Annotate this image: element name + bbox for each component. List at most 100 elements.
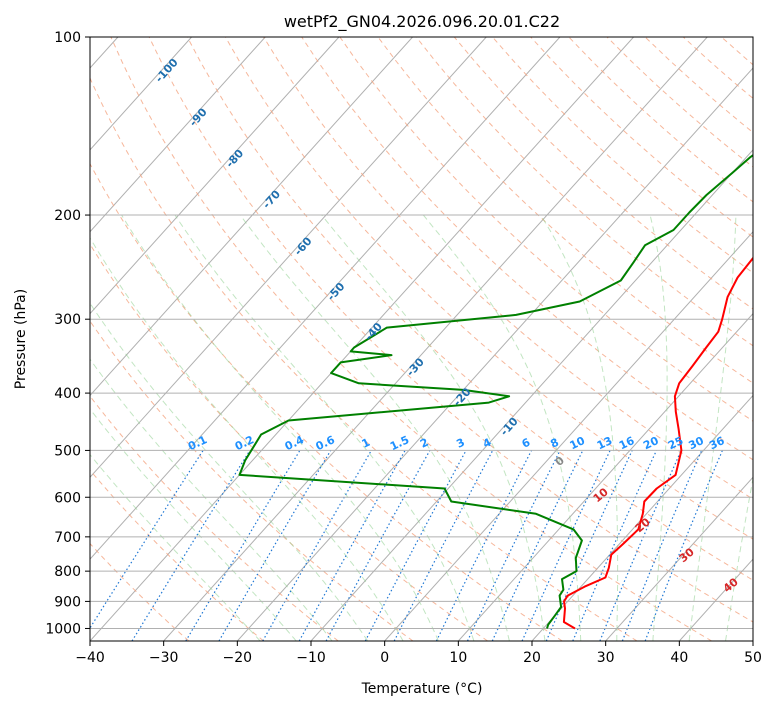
y-axis-ticks: 1000 900 800 700 600 500 400 300 200 100 [45,30,90,637]
isotherm [457,312,753,641]
moist-adiabat [90,302,369,641]
dry-adiabat [301,37,753,461]
isotherm [605,476,753,641]
mixing-ratio-line [621,450,703,641]
dry-adiabat [90,162,563,641]
dry-adiabat [644,37,753,134]
dry-adiabat [530,37,753,238]
isotherm [90,37,413,397]
isotherm [90,37,266,233]
isotherm [384,230,753,641]
isotherm [531,394,753,641]
x-tick-label: 20 [523,650,541,666]
moist-adiabat [725,475,753,641]
mixing-ratio-line [572,450,658,641]
mixing-ratio-line [545,450,633,641]
sounding-series [238,153,753,630]
isotherm [90,37,634,641]
isotherm [90,37,192,151]
mixing-ratio-line [185,450,301,641]
mixing-ratio-label: 20 [641,434,661,452]
background-lines [90,37,775,641]
isotherm [752,640,753,641]
x-tick-label: 0 [380,650,389,666]
moist-adiabat [90,408,297,641]
isotherm [90,37,487,479]
mixing-ratio-label: 16 [617,434,637,452]
x-tick-label: 30 [597,650,615,666]
y-tick-label: 100 [54,30,81,46]
mixing-ratio-line [435,450,533,641]
dry-adiabat [90,469,264,641]
x-tick-label: −40 [75,650,105,666]
chart-title: wetPf2_GN04.2026.096.20.01.C22 [284,12,560,32]
x-tick-label: −10 [296,650,326,666]
mixing-ratio-label: 10 [568,434,588,452]
isotherm [90,37,561,560]
dry-adiabat [415,37,753,347]
isotherm-label: -70 [260,188,283,212]
x-tick-label: 40 [670,650,688,666]
y-tick-label: 300 [54,312,81,328]
mixing-ratio-label: 25 [666,434,685,452]
moist-adiabat [649,214,668,641]
x-tick-label: −20 [223,650,253,666]
mixing-ratio-line [491,450,584,641]
dry-adiabat [186,37,753,581]
mixing-ratio-label: 36 [707,434,727,452]
isotherm-label: -100 [153,56,181,85]
dry-adiabat [263,37,753,500]
mixing-ratio-line [298,450,406,641]
mixing-ratio-label: 13 [595,434,614,452]
isotherm-label: -90 [187,105,210,129]
isotherm [236,67,753,641]
dry-adiabat [224,37,753,540]
isotherm-label: -80 [223,147,246,171]
moist-adiabat [121,214,439,641]
mixing-ratio-label: 30 [686,434,706,452]
dry-adiabat [682,37,753,100]
moist-adiabat [688,214,737,641]
mixing-ratio-line [90,450,204,630]
mixing-ratio-line [466,450,561,641]
moist-adiabat-label: 30 [677,545,697,565]
dry-adiabat [721,37,753,66]
isotherm-label: -60 [292,234,315,258]
mixing-ratio-label: 8 [548,436,560,451]
moist-adiabat [90,237,404,641]
dry-adiabat [760,37,775,641]
mixing-ratio-line [131,450,251,641]
moist-adiabat [90,453,261,641]
moist-adiabat-label: 0 [553,454,567,469]
dry-adiabat [110,37,712,641]
mixing-ratio-label: 2 [418,436,430,451]
y-tick-label: 800 [54,564,81,580]
dry-adiabat [90,320,414,641]
y-tick-label: 1000 [45,621,81,637]
x-tick-label: 50 [744,650,762,666]
isotherm [90,37,340,315]
isotherm-label: -50 [325,280,348,304]
dry-adiabat [148,37,753,623]
moist-adiabat [540,214,619,641]
moist-adiabat-label: 10 [591,485,611,505]
dry-adiabat [90,76,638,641]
mixing-ratio-line [599,450,682,641]
y-tick-label: 400 [54,386,81,402]
mixing-ratio-line [644,450,723,641]
x-axis-ticks: −40 −30 −20 −10 0 10 20 30 40 50 [75,641,762,666]
moist-adiabat [422,214,582,641]
mixing-ratio-label: 6 [520,436,533,451]
x-axis-label: Temperature (°C) [361,681,483,697]
mixing-ratio-line [262,450,372,641]
plot-frame [89,36,754,642]
sounding-line [562,256,753,630]
isotherm-label: -10 [498,415,521,439]
y-tick-label: 500 [54,443,81,459]
x-tick-label: −30 [149,650,179,666]
mixing-ratio-line [364,450,467,641]
y-tick-label: 200 [54,208,81,224]
y-tick-label: 900 [54,594,81,610]
dry-adiabat [377,37,753,384]
isotherm [163,37,708,641]
